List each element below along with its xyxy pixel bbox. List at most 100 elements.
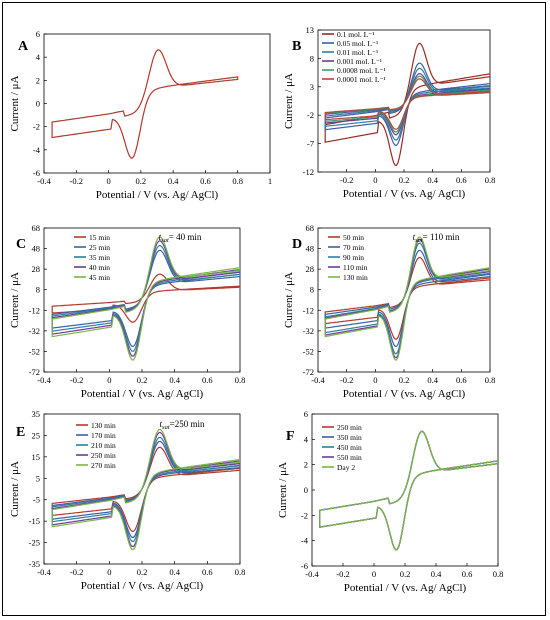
panel-label: A (18, 39, 29, 54)
y-tick-label: 2 (304, 460, 308, 470)
x-tick-label: 1 (268, 176, 272, 186)
y-tick-label: 13 (306, 25, 315, 35)
y-tick-label: 4 (36, 52, 41, 62)
annotation: tsat= 110 min (413, 232, 460, 244)
legend-entry: 210 min (91, 441, 116, 450)
x-tick-label: -0.4 (305, 569, 319, 579)
y-tick-label: 8 (36, 285, 40, 295)
x-tick-label: 0 (373, 175, 377, 185)
y-tick-label: 8 (310, 53, 314, 63)
series-line (324, 236, 490, 361)
y-tick-label: 3 (310, 82, 314, 92)
y-axis-label: Current / μA (283, 73, 295, 129)
x-tick-label: 0.6 (202, 375, 213, 385)
x-tick-label: 0.2 (136, 176, 147, 186)
panel-a: -0.4 -0.2 0 0.2 0.4 0.6 0.8 1 -6 -4 -2 0 2 4 6 Potentia… (9, 29, 272, 201)
x-tick-label: -0.2 (70, 375, 83, 385)
x-tick-label: -0.4 (37, 176, 51, 186)
y-tick-label: -4 (301, 536, 309, 546)
legend-entry: 0.0008 mol. L⁻¹ (337, 66, 386, 75)
x-tick-label: 0.4 (169, 375, 180, 385)
x-tick-label: -0.4 (37, 375, 51, 385)
series-line (51, 244, 240, 352)
series-line (319, 430, 498, 551)
y-tick-label: -6 (33, 168, 40, 178)
y-tick-label: 35 (32, 409, 41, 419)
legend-entry: 170 min (91, 431, 116, 440)
y-tick-label: 28 (306, 264, 315, 274)
x-tick-label: 0 (107, 375, 111, 385)
x-tick-label: 0.6 (202, 567, 213, 577)
panel-f: -0.4 -0.2 0 0.2 0.4 0.6 0.8 -6 -4 -2 0 2 4 6 Potential… (277, 409, 503, 594)
y-tick-label: -4 (33, 145, 41, 155)
x-tick-label: -0.2 (336, 569, 349, 579)
legend-entry: 130 min (91, 421, 116, 430)
y-tick-label: -5 (33, 495, 40, 505)
y-tick-label: 0 (304, 485, 308, 495)
legend-entry: 50 min (343, 233, 364, 242)
legend-entry: 250 min (91, 451, 116, 460)
x-tick-label: 0.2 (399, 375, 410, 385)
y-tick-label: -12 (303, 305, 314, 315)
panel-d: -0.4 -0.2 0 0.2 0.4 0.6 0.8 -72 -52 -32 -12 8 28 48 68… (283, 223, 495, 400)
legend-entry: 90 min (343, 253, 364, 262)
y-axis-label: Current / μA (9, 272, 21, 328)
y-tick-label: 6 (36, 29, 40, 39)
legend-entry: 250 min (337, 423, 362, 432)
y-axis-label: Current / μA (9, 461, 21, 517)
legend-entry: 0.1 mol. L⁻¹ (337, 30, 374, 39)
series-line (51, 446, 240, 532)
x-tick-label: 0.8 (232, 176, 243, 186)
series-line (51, 431, 240, 548)
y-tick-label: -32 (303, 326, 314, 336)
x-tick-label: -0.2 (340, 375, 353, 385)
y-tick-label: 68 (32, 223, 41, 233)
legend-entry: 450 min (337, 443, 362, 452)
legend-entry: 0.01 mol. L⁻¹ (337, 48, 378, 57)
x-tick-label: 0 (373, 375, 377, 385)
y-tick-label: -7 (307, 139, 314, 149)
x-tick-label: -0.2 (70, 567, 83, 577)
y-tick-label: -35 (29, 559, 40, 569)
y-tick-label: 28 (32, 264, 41, 274)
legend-entry: Day 2 (337, 463, 355, 472)
x-axis-label: Potential / V (vs. Ag/ AgCl) (81, 388, 204, 400)
legend-entry: 45 min (89, 273, 110, 282)
panel-e: -0.4 -0.2 0 0.2 0.4 0.6 0.8 -35 -25 -15 -5 5 15 25 35 P… (9, 409, 245, 592)
x-tick-label: 0.2 (137, 567, 148, 577)
y-tick-label: -52 (303, 346, 314, 356)
series-line (324, 256, 490, 340)
x-tick-label: 0.6 (456, 175, 467, 185)
y-tick-label: -72 (29, 367, 40, 377)
y-tick-label: -72 (303, 367, 314, 377)
annotation: tsat= 40 min (159, 232, 202, 244)
panel-label: E (16, 425, 25, 440)
x-tick-label: 0.8 (493, 569, 504, 579)
x-axis-label: Potential / V (vs. Ag/ AgCl) (343, 388, 466, 400)
x-tick-label: 0.4 (427, 375, 438, 385)
y-tick-label: 25 (32, 430, 41, 440)
x-tick-label: 0 (107, 567, 111, 577)
series-line (51, 436, 240, 542)
y-tick-label: 0 (36, 99, 40, 109)
y-tick-label: 8 (310, 285, 314, 295)
y-tick-label: -25 (29, 538, 40, 548)
y-tick-label: 4 (304, 434, 309, 444)
y-tick-label: -12 (29, 305, 40, 315)
annotation: tsat=250 min (160, 419, 205, 431)
plot-area (43, 33, 271, 174)
x-tick-label: 0.4 (168, 176, 179, 186)
x-tick-label: 0.2 (137, 375, 148, 385)
y-tick-label: 2 (36, 75, 40, 85)
y-axis-label: Current / μA (283, 272, 295, 328)
panel-label: C (16, 237, 26, 252)
y-axis-label: Current / μA (9, 75, 21, 131)
x-tick-label: 0.8 (235, 567, 246, 577)
x-tick-label: 0.4 (427, 175, 438, 185)
legend-entry: 0.001 mol. L⁻¹ (337, 57, 382, 66)
panel-label: F (286, 429, 295, 444)
legend-entry: 25 min (89, 243, 110, 252)
y-tick-label: 48 (32, 244, 41, 254)
x-tick-label: 0.6 (456, 375, 467, 385)
x-tick-label: 0.8 (235, 375, 246, 385)
